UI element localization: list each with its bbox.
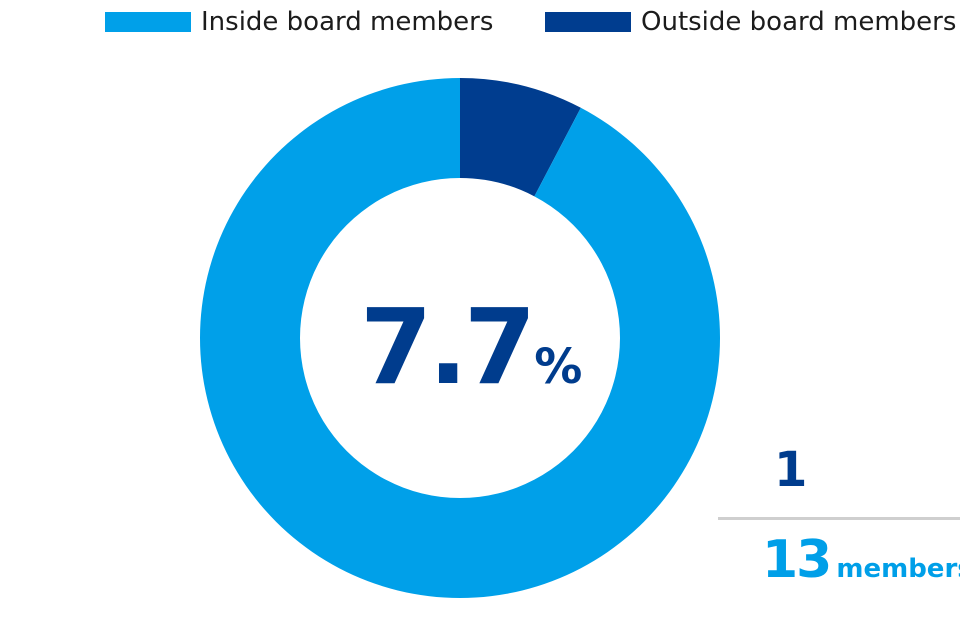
center-percentage-unit: % bbox=[534, 339, 583, 395]
legend-swatch-outside bbox=[545, 12, 631, 32]
donut-slice-inside bbox=[200, 78, 721, 598]
center-percentage-value: 7.7 bbox=[360, 286, 536, 408]
legend-item-outside: Outside board members bbox=[545, 2, 956, 42]
fraction-numerator: 1 bbox=[774, 442, 808, 498]
legend-label-inside: Inside board members bbox=[201, 7, 494, 37]
center-percentage: 7.7% bbox=[360, 286, 583, 408]
fraction-divider bbox=[718, 517, 960, 520]
fraction-denominator-unit: members bbox=[836, 554, 960, 584]
chart-legend: Inside board members Outside board membe… bbox=[0, 2, 960, 42]
legend-label-outside: Outside board members bbox=[641, 7, 957, 37]
fraction-denominator-value: 13 bbox=[762, 530, 832, 590]
donut-slice-outside bbox=[460, 78, 581, 197]
fraction-denominator: 13 members bbox=[762, 530, 960, 590]
legend-item-inside: Inside board members bbox=[105, 2, 493, 42]
legend-swatch-inside bbox=[105, 12, 191, 32]
